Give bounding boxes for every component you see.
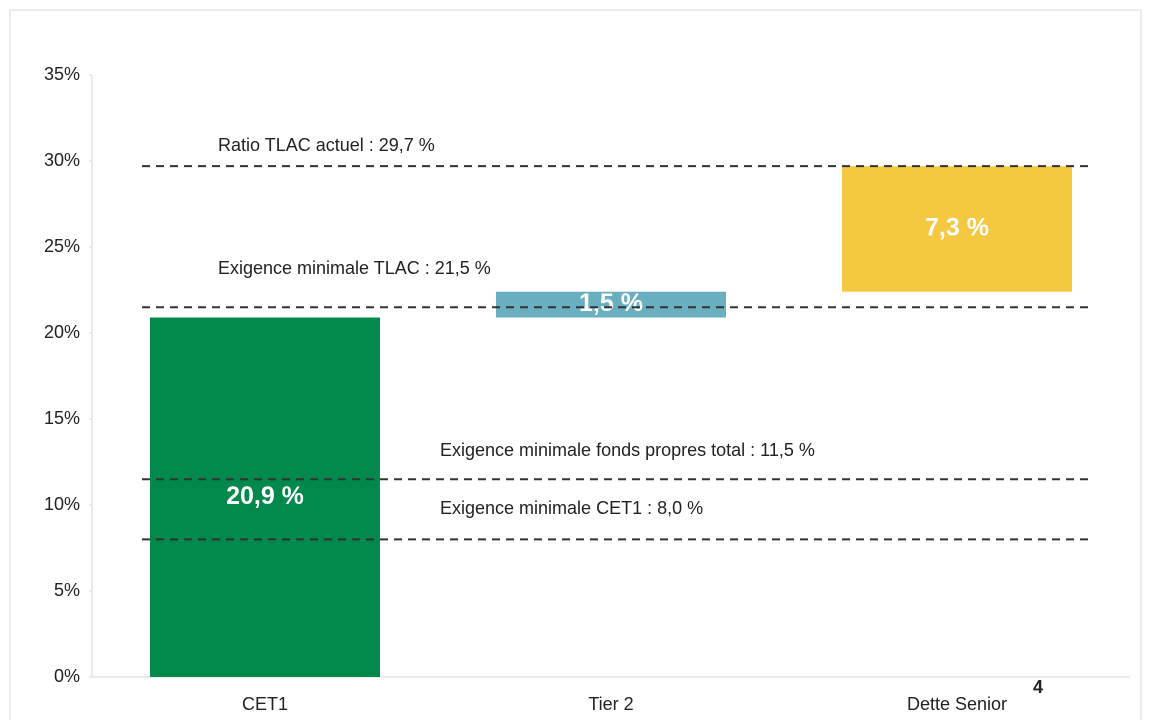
y-tick-label: 30% bbox=[44, 150, 80, 170]
reference-label: Exigence minimale TLAC : 21,5 % bbox=[218, 258, 491, 278]
value-label: 1,5 % bbox=[579, 289, 643, 317]
x-tick-label: Dette Senior bbox=[907, 694, 1007, 714]
value-label: 7,3 % bbox=[925, 214, 989, 242]
y-tick-label: 35% bbox=[44, 64, 80, 84]
page-number: 4 bbox=[1033, 677, 1043, 697]
y-tick-label: 0% bbox=[54, 666, 80, 686]
y-tick-label: 10% bbox=[44, 494, 80, 514]
x-tick-label: Tier 2 bbox=[588, 694, 633, 714]
bar bbox=[496, 291, 726, 318]
reference-label: Ratio TLAC actuel : 29,7 % bbox=[218, 135, 435, 155]
reference-label: Exigence minimale CET1 : 8,0 % bbox=[440, 498, 703, 518]
value-label: 20,9 % bbox=[226, 482, 304, 510]
x-tick-label: CET1 bbox=[242, 694, 288, 714]
bar bbox=[842, 166, 1072, 292]
bar bbox=[150, 317, 380, 677]
reference-label: Exigence minimale fonds propres total : … bbox=[440, 440, 815, 460]
y-tick-label: 25% bbox=[44, 236, 80, 256]
y-tick-label: 5% bbox=[54, 580, 80, 600]
y-tick-label: 15% bbox=[44, 408, 80, 428]
chart-frame bbox=[9, 9, 1142, 720]
y-tick-label: 20% bbox=[44, 322, 80, 342]
